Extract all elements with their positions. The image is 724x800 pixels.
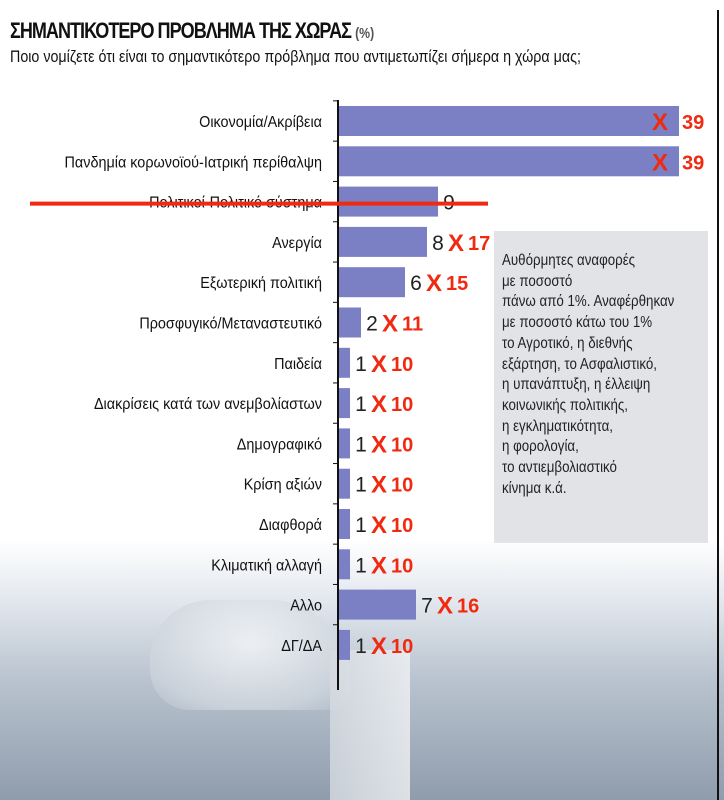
handwritten-value: 16: [457, 596, 479, 618]
bar: [339, 468, 350, 499]
value-label: 8: [432, 232, 444, 255]
handwritten-value: 17: [468, 233, 490, 255]
cross-mark: X: [437, 593, 453, 620]
bar: [339, 629, 350, 660]
frame-border: [717, 10, 719, 800]
bar: [339, 509, 350, 539]
handwritten-value: 15: [446, 273, 468, 295]
handwritten-value: 11: [402, 314, 423, 336]
category-label: Εξωτερική πολιτική: [200, 275, 322, 293]
handwritten-value: 10: [391, 434, 413, 456]
bar: [339, 146, 679, 177]
value-label: 1: [355, 393, 367, 416]
category-label: Οικονομία/Ακρίβεια: [199, 113, 322, 131]
cross-mark: X: [371, 351, 387, 378]
value-label: 1: [355, 635, 367, 658]
chart-subtitle: Ποιο νομίζετε ότι είναι το σημαντικότερο…: [10, 47, 581, 66]
handwritten-value: 39: [682, 112, 704, 134]
note-text: Αυθόρμητες αναφορές με ποσοστό πάνω από …: [502, 252, 675, 497]
chart-title: ΣΗΜΑΝΤΙΚΟΤΕΡΟ ΠΡΟΒΛΗΜΑ ΤΗΣ ΧΩΡΑΣ (%): [10, 18, 374, 44]
note-box: [494, 231, 708, 543]
handwritten-value: 39: [682, 152, 704, 174]
cross-mark: X: [652, 149, 668, 176]
cross-mark: X: [371, 512, 387, 539]
handwritten-value: 10: [391, 636, 413, 658]
category-label: Διαφθορά: [259, 516, 322, 534]
hand-photo: [150, 600, 350, 710]
handwritten-value: 10: [391, 394, 413, 416]
bar: [339, 347, 350, 378]
bar: [339, 307, 361, 338]
handwritten-value: 10: [391, 515, 413, 537]
handwritten-value: 10: [391, 555, 413, 577]
title-text: ΣΗΜΑΝΤΙΚΟΤΕΡΟ ΠΡΟΒΛΗΜΑ ΤΗΣ ΧΩΡΑΣ: [10, 18, 352, 43]
cross-mark: X: [382, 311, 398, 338]
handwritten-value: 10: [391, 475, 413, 497]
title-unit: (%): [355, 25, 375, 42]
cross-mark: X: [448, 230, 464, 257]
bar: [339, 428, 350, 459]
category-label: Κλιματική αλλαγή: [211, 557, 322, 575]
bar: [339, 549, 350, 580]
value-label: 2: [366, 313, 378, 336]
category-label: Πανδημία κορωνοϊού-Ιατρική περίθαλψη: [65, 154, 322, 172]
category-label: ΔΓ/ΔΑ: [281, 637, 323, 655]
ballot-box-photo: [330, 650, 410, 800]
value-label: 1: [355, 433, 367, 456]
cross-mark: X: [371, 391, 387, 418]
handwritten-value: 10: [391, 354, 413, 376]
bar: [339, 589, 416, 620]
value-label: 1: [355, 474, 367, 497]
bar: [339, 388, 350, 419]
bar: [339, 106, 679, 136]
bar: [339, 226, 427, 257]
bar: [339, 267, 405, 298]
cross-mark: X: [652, 109, 668, 136]
value-label: 7: [421, 595, 433, 618]
value-label: 1: [355, 514, 367, 537]
category-label: Δημογραφικό: [237, 436, 322, 454]
category-label: Κρίση αξιών: [244, 476, 323, 494]
cross-mark: X: [371, 633, 387, 660]
category-label: Ανεργία: [272, 234, 322, 252]
category-label: Αλλο: [290, 597, 322, 615]
category-label: Προσφυγικό/Μεταναστευτικό: [139, 315, 322, 333]
value-label: 6: [410, 272, 422, 295]
cross-mark: X: [371, 431, 387, 458]
category-label: Διακρίσεις κατά των ανεμβολίαστων: [94, 395, 322, 413]
cross-mark: X: [371, 552, 387, 579]
cross-mark: X: [371, 472, 387, 499]
value-label: 1: [355, 353, 367, 376]
category-label: Παιδεία: [274, 355, 322, 373]
value-label: 1: [355, 554, 367, 577]
cross-mark: X: [426, 270, 442, 297]
